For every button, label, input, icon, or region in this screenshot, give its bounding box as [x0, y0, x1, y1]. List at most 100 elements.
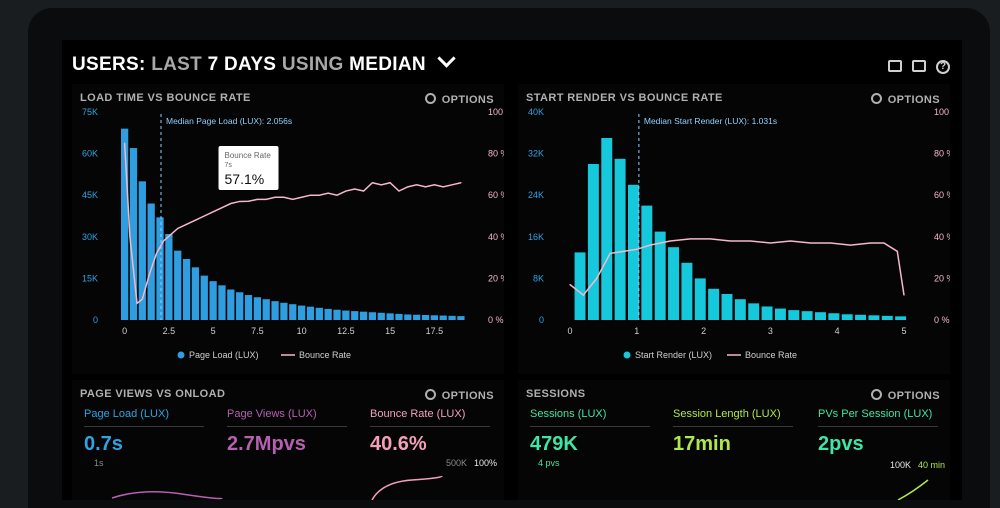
bounce-rate-point: [292, 198, 294, 200]
bar: [841, 314, 853, 320]
options-button[interactable]: OPTIONS: [870, 92, 940, 106]
tooltip-sub: 7s: [225, 162, 233, 169]
metric-session-length: Session Length (LUX) 17min: [673, 408, 793, 456]
metric-value: 40.6%: [370, 433, 427, 455]
dashboard-header[interactable]: USERS: LAST 7 DAYS USING MEDIAN: [72, 49, 456, 76]
footer-mid: 100K: [890, 460, 912, 470]
metric-label: Session Length (LUX): [673, 408, 781, 420]
y-left-tick-label: 8K: [533, 273, 544, 283]
options-button[interactable]: OPTIONS: [870, 388, 940, 402]
bounce-rate-point: [869, 242, 872, 244]
metric-divider: [530, 426, 650, 427]
metric-label: Sessions (LUX): [530, 408, 607, 420]
bar: [289, 304, 297, 320]
metric-pvs-per-session: PVs Per Session (LUX) 2pvs: [818, 408, 938, 456]
bar: [654, 231, 666, 320]
bounce-rate-point: [274, 196, 276, 198]
bounce-rate-point: [460, 182, 462, 184]
tooltip-label: Bounce Rate: [225, 151, 272, 160]
y-right-tick-label: 60 %: [488, 190, 504, 200]
bounce-rate-point: [136, 302, 138, 304]
y-left-tick-label: 16K: [528, 232, 544, 242]
bar: [627, 184, 639, 320]
bounce-rate-point: [769, 242, 771, 244]
bounce-rate-point: [239, 200, 241, 203]
bar: [129, 148, 138, 320]
metric-label: PVs Per Session (LUX): [818, 408, 933, 420]
chevron-down-icon[interactable]: [436, 49, 456, 68]
bounce-rate-point: [398, 190, 400, 192]
options-button[interactable]: OPTIONS: [424, 388, 494, 402]
monitor-icon[interactable]: [888, 60, 902, 72]
bar: [881, 315, 893, 320]
bounce-rate-point: [129, 236, 131, 238]
bar: [448, 315, 456, 320]
bar: [386, 313, 394, 320]
bounce-rate-point: [903, 294, 905, 296]
bar: [748, 303, 760, 320]
metric-value: 0.7s: [84, 433, 123, 455]
y-right-tick-label: 40 %: [488, 232, 504, 242]
bar: [359, 311, 368, 320]
bounce-rate-point: [582, 294, 584, 296]
header-last: LAST: [151, 54, 202, 75]
legend-label: Start Render (LUX): [635, 350, 712, 360]
help-icon[interactable]: ?: [936, 60, 950, 74]
y-right-tick-label: 20 %: [488, 273, 504, 283]
bounce-rate-point: [709, 238, 711, 240]
bar: [306, 306, 315, 320]
bounce-rate-point: [809, 242, 812, 244]
options-label: OPTIONS: [441, 94, 494, 106]
bounce-rate-point: [433, 184, 435, 186]
y-left-tick-label: 30K: [82, 232, 98, 242]
bar: [351, 311, 359, 320]
bounce-rate-point: [407, 186, 409, 188]
bounce-rate-point: [424, 186, 427, 188]
bar: [209, 281, 217, 320]
panel-sessions: SESSIONS OPTIONS Sessions (LUX) 479K Ses…: [518, 380, 950, 500]
bar: [815, 312, 826, 320]
bar: [868, 315, 880, 320]
bounce-rate-point: [829, 242, 832, 244]
bar: [694, 278, 706, 320]
bounce-rate-point: [230, 202, 232, 205]
bounce-rate-point: [256, 198, 258, 200]
bounce-rate-point: [362, 190, 365, 192]
bounce-rate-point: [247, 200, 250, 202]
share-icon[interactable]: [912, 60, 926, 72]
y-right-tick-label: 100 %: [934, 107, 950, 117]
bounce-rate-point: [749, 240, 751, 242]
x-tick-label: 4: [835, 326, 840, 336]
session-sparkline-svg: [897, 479, 929, 500]
options-button[interactable]: OPTIONS: [424, 92, 494, 106]
bar: [271, 301, 279, 320]
metric-value: 2pvs: [818, 433, 864, 455]
y-left-tick-label: 60K: [82, 149, 98, 159]
bounce-rate-point: [345, 190, 347, 192]
bar: [297, 305, 306, 320]
start-render-chart: 0 8K 16K 24K 32K 40K 0 % 20 % 40 % 60 % 80 % 100 % 0…: [528, 107, 950, 360]
bar: [421, 315, 430, 320]
header-users: USERS:: [72, 54, 146, 75]
bounce-rate-point: [442, 186, 444, 188]
options-label: OPTIONS: [441, 390, 494, 402]
bar: [191, 267, 200, 320]
panel-page-views: PAGE VIEWS VS ONLOAD OPTIONS Page Load (…: [72, 380, 504, 500]
bar: [236, 292, 244, 320]
bar: [430, 315, 438, 320]
header-using: USING: [281, 54, 344, 75]
x-tick-label: 12.5: [337, 326, 355, 336]
header-icons: ?: [888, 60, 950, 74]
bounce-rate-point: [596, 277, 598, 279]
bar: [315, 307, 323, 320]
bar: [377, 312, 385, 320]
panel-start-render: START RENDER VS BOUNCE RATE OPTIONS 0 8K 1…: [518, 84, 950, 374]
footer-left: 1s: [94, 458, 104, 468]
bounce-rate-point: [162, 240, 165, 242]
bar: [174, 250, 182, 320]
options-label: OPTIONS: [887, 94, 940, 106]
bar: [668, 247, 680, 320]
legend-dot: [623, 351, 631, 359]
panel-load-time: LOAD TIME VS BOUNCE RATE OPTIONS 0 15K 30K…: [72, 84, 504, 374]
bar: [138, 181, 146, 320]
